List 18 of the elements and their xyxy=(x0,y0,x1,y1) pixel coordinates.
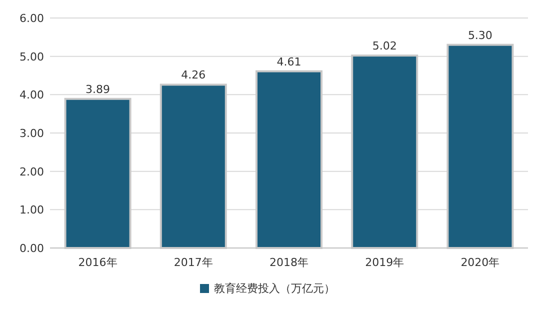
data-label: 3.89 xyxy=(86,82,110,96)
y-tick-label: 5.00 xyxy=(20,50,44,64)
x-tick-label: 2016年 xyxy=(78,256,118,269)
y-tick-label: 3.00 xyxy=(20,127,44,140)
legend: 教育经费投入（万亿元） xyxy=(200,282,335,295)
data-label: 4.61 xyxy=(276,55,302,68)
y-tick-label: 6.00 xyxy=(20,12,44,25)
x-tick-label: 2018年 xyxy=(270,256,308,269)
y-tick-label: 4.00 xyxy=(20,88,44,102)
data-label: 5.02 xyxy=(372,40,397,53)
x-tick-label: 2020年 xyxy=(460,256,500,269)
x-tick-label: 2019年 xyxy=(365,256,404,269)
y-tick-label: 2.00 xyxy=(20,165,44,178)
x-tick-label: 2017年 xyxy=(174,256,213,269)
y-tick-label: 0.00 xyxy=(20,242,44,255)
y-tick-label: 1.00 xyxy=(20,204,44,217)
data-label: 5.30 xyxy=(468,28,492,42)
data-label: 4.26 xyxy=(181,68,206,82)
